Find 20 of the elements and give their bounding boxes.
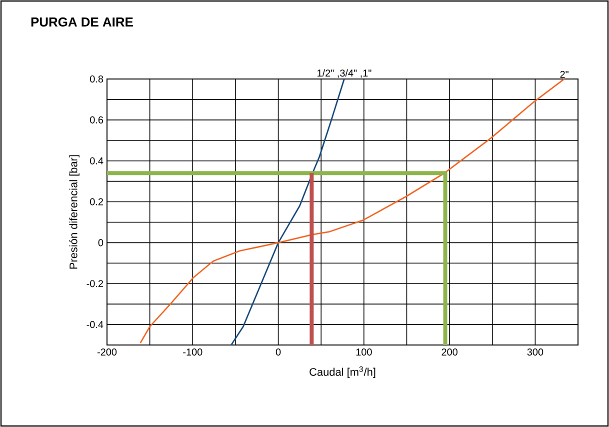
y-tick-label: -0.2 bbox=[86, 280, 103, 288]
y-tick-label: 0.6 bbox=[90, 116, 104, 124]
y-tick-label: 0.4 bbox=[90, 157, 104, 164]
x-axis-title: Caudal [m$^{3}$/h] bbox=[310, 366, 376, 378]
x-tick-label: -200 bbox=[97, 348, 117, 356]
chart-title: PURGA DE AIRE bbox=[31, 17, 133, 27]
x-tick-label: -100 bbox=[183, 348, 202, 356]
y-tick-label: 0.2 bbox=[90, 198, 103, 206]
x-tick-label: 0 bbox=[276, 348, 281, 356]
y-tick-label: 0 bbox=[98, 239, 104, 246]
x-tick-label: 200 bbox=[442, 348, 458, 356]
y-tick-label: -0.4 bbox=[86, 321, 104, 328]
series-label: 2" bbox=[560, 70, 568, 78]
line-series bbox=[230, 78, 345, 346]
series-label: 1/2" ,3/4" ,1" bbox=[318, 69, 372, 78]
y-axis-title: Presión diferencial [bar] bbox=[69, 155, 80, 269]
x-tick-label: 100 bbox=[356, 348, 372, 356]
y-tick-label: 0.8 bbox=[90, 75, 104, 83]
line-series bbox=[140, 78, 566, 344]
x-tick-label: 300 bbox=[527, 348, 544, 356]
